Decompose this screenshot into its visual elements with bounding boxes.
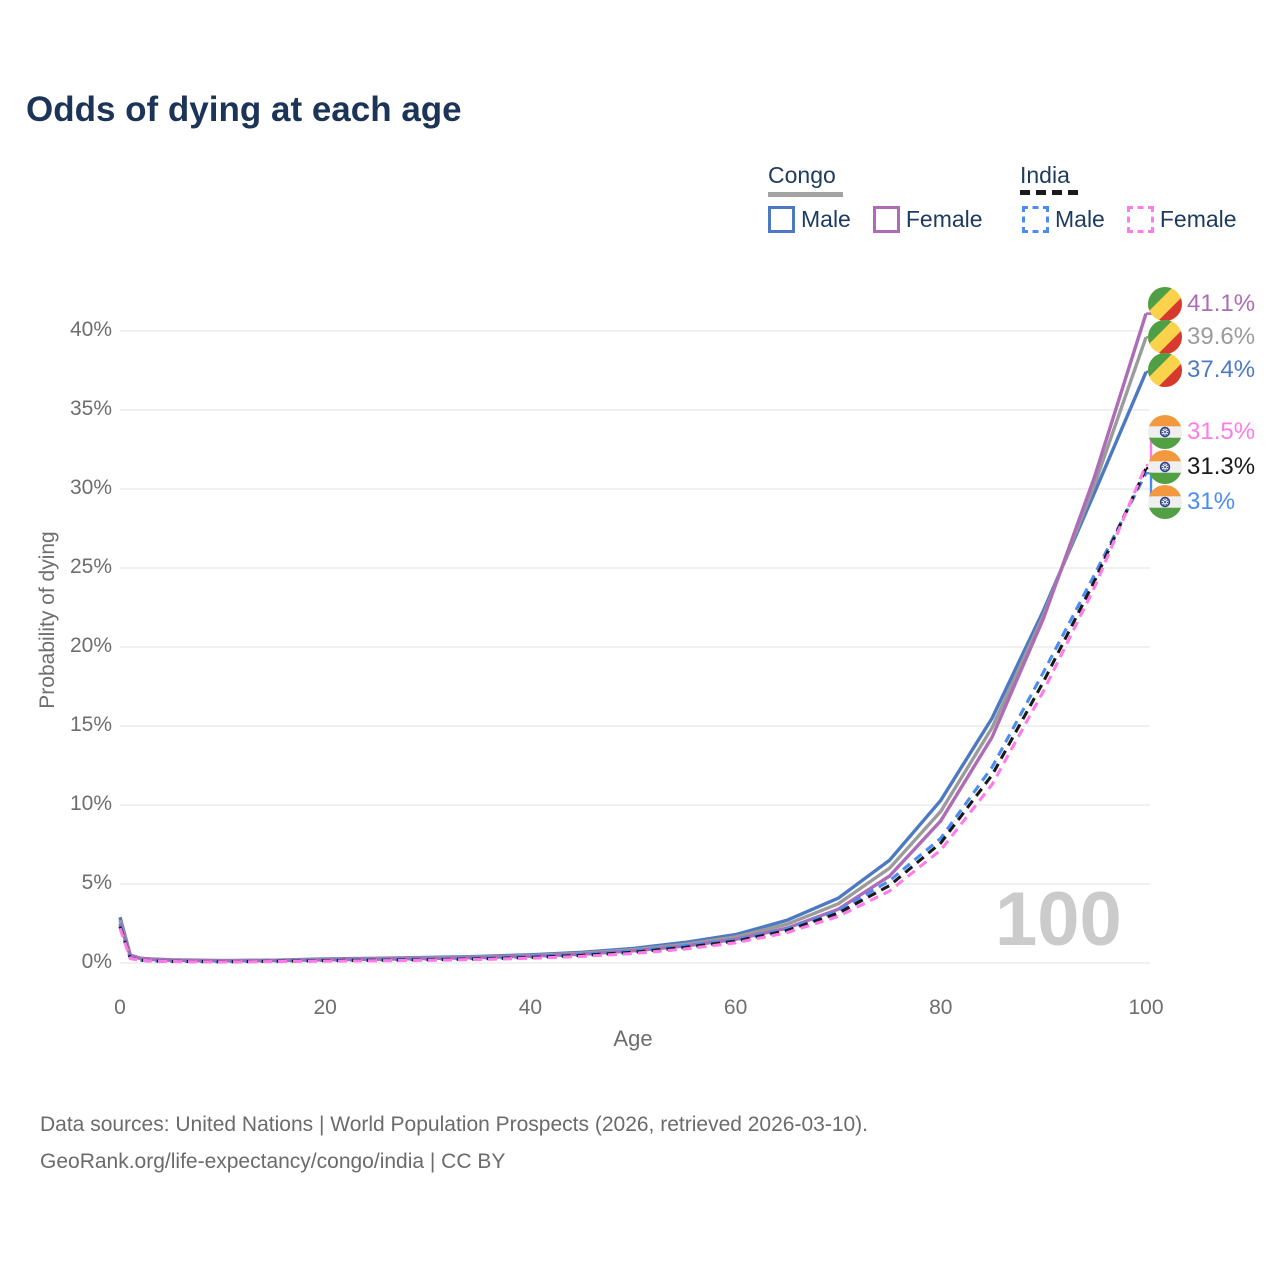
end-label-congo-both: 39.6% [1148,319,1256,354]
congo-female-swatch-icon [872,206,900,233]
y-tick-label: 25% [69,555,112,578]
end-label-india-female: 31.5% [1148,415,1255,449]
y-tick-label: 10% [69,792,112,815]
legend-congo-row: Male Female [768,206,1005,233]
congo-flag-icon [1148,287,1182,321]
end-label-value: 31.3% [1187,453,1256,480]
legend-india-row: Male Female [1022,206,1259,233]
x-tick-label: 20 [313,996,337,1019]
legend-congo-title: Congo [768,162,836,188]
india-female-swatch-icon [1126,206,1154,233]
y-tick-label: 0% [81,950,112,973]
end-label-value: 41.1% [1187,290,1256,317]
series-line-congo-female [118,313,1148,963]
legend-label: Female [905,206,983,232]
series-lines [118,313,1148,964]
congo-male-swatch-icon [768,206,795,233]
end-label-india-both: 31.3% [1148,450,1255,484]
end-label-congo-female: 41.1% [1148,287,1255,321]
y-tick-label: 30% [69,476,112,499]
x-tick-label: 80 [929,996,953,1019]
india-flag-icon [1148,450,1182,484]
x-axis-title: Age [613,1026,653,1051]
series-line-india-male [118,472,1148,964]
y-tick-label: 40% [69,318,112,341]
end-label-value: 37.4% [1187,356,1256,383]
legend-label: Male [801,206,851,232]
x-tick-label: 40 [518,996,543,1019]
india-flag-icon [1148,485,1182,519]
legend-india-title: India [1020,162,1070,188]
end-label-value: 39.6% [1187,322,1256,350]
india-male-swatch-icon [1022,206,1049,233]
legend-india-dashed-line-sample [1020,190,1078,195]
congo-flag-icon [1148,319,1182,354]
footer-link-line: GeoRank.org/life-expectancy/congo/india … [40,1150,506,1173]
series-line-congo-male [118,371,1148,963]
congo-flag-icon [1148,353,1182,387]
india-flag-icon [1148,415,1182,449]
y-tick-label: 20% [69,634,112,657]
y-axis-title: Probability of dying [36,531,59,709]
legend-congo-solid-line-sample [768,192,843,197]
legend-item-congo-male[interactable]: Male [768,206,851,233]
series-line-india-both [118,467,1148,964]
legend-item-congo-female[interactable]: Female [872,206,983,233]
age-watermark: 100 [995,877,1122,962]
x-tick-label: 60 [723,996,748,1019]
legend-label: Male [1055,206,1105,232]
y-tick-label: 5% [81,871,112,894]
end-label-value: 31.5% [1187,418,1256,445]
chart-title: Odds of dying at each age [26,90,462,129]
x-tick-label: 0 [114,996,126,1019]
series-line-congo-both [118,336,1148,963]
x-tick-label: 100 [1128,996,1164,1019]
legend-item-india-male[interactable]: Male [1022,206,1105,233]
end-label-congo-male: 37.4% [1148,353,1255,387]
end-label-value: 31% [1187,488,1236,515]
end-label-india-male: 31% [1148,485,1235,519]
gridlines [120,330,1150,964]
legend-label: Female [1159,206,1237,232]
legend-item-india-female[interactable]: Female [1126,206,1237,233]
footer-sources-line: Data sources: United Nations | World Pop… [40,1113,869,1136]
series-line-india-female [118,464,1148,964]
y-tick-label: 35% [69,397,112,420]
y-tick-label: 15% [69,713,112,736]
footer: Data sources: United Nations | World Pop… [40,1106,868,1180]
